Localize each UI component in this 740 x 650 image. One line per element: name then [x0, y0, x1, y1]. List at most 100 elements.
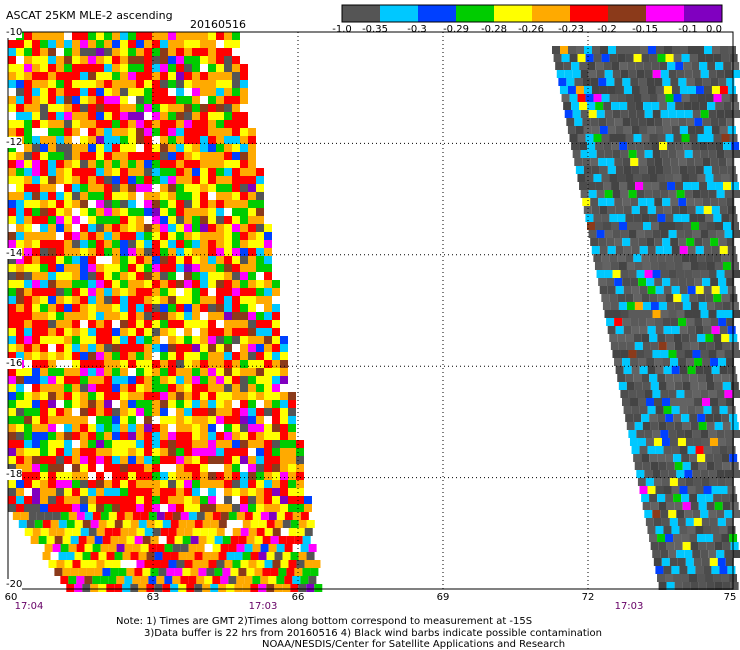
- data-cell: [703, 126, 712, 134]
- data-cell: [650, 262, 659, 270]
- data-cell: [56, 464, 64, 472]
- data-cell: [220, 576, 229, 584]
- data-cell: [609, 94, 618, 102]
- data-cell: [72, 120, 80, 128]
- data-cell: [646, 78, 655, 86]
- data-cell: [668, 70, 677, 78]
- data-cell: [16, 288, 24, 296]
- data-cell: [160, 248, 168, 256]
- data-cell: [184, 56, 192, 64]
- data-cell: [104, 344, 112, 352]
- data-cell: [128, 376, 136, 384]
- data-cell: [703, 166, 712, 174]
- data-cell: [232, 184, 240, 192]
- data-cell: [24, 480, 32, 488]
- data-cell: [144, 312, 152, 320]
- data-cell: [666, 502, 675, 510]
- data-cell: [8, 48, 16, 56]
- data-cell: [232, 88, 240, 96]
- data-cell: [706, 582, 715, 590]
- data-cell: [80, 200, 88, 208]
- data-cell: [176, 280, 184, 288]
- data-cell: [702, 398, 711, 406]
- data-cell: [144, 96, 152, 104]
- data-cell: [692, 390, 701, 398]
- data-cell: [598, 78, 607, 86]
- data-cell: [32, 56, 40, 64]
- data-cell: [200, 280, 208, 288]
- data-cell: [631, 406, 640, 414]
- data-cell: [232, 416, 240, 424]
- data-cell: [8, 216, 16, 224]
- data-cell: [571, 62, 580, 70]
- data-cell: [24, 176, 32, 184]
- data-cell: [689, 574, 698, 582]
- data-cell: [72, 144, 80, 152]
- data-cell: [144, 560, 153, 568]
- data-cell: [192, 168, 200, 176]
- data-cell: [184, 72, 192, 80]
- data-cell: [176, 376, 184, 384]
- data-cell: [612, 150, 621, 158]
- data-cell: [200, 336, 208, 344]
- data-cell: [128, 80, 136, 88]
- data-cell: [144, 456, 152, 464]
- data-cell: [662, 398, 671, 406]
- data-cell: [707, 182, 716, 190]
- data-cell: [681, 574, 690, 582]
- data-cell: [88, 432, 96, 440]
- data-cell: [76, 544, 85, 552]
- data-cell: [40, 304, 48, 312]
- data-cell: [168, 496, 176, 504]
- data-cell: [216, 336, 224, 344]
- data-cell: [627, 102, 636, 110]
- data-cell: [128, 152, 136, 160]
- data-cell: [176, 104, 184, 112]
- data-cell: [615, 86, 624, 94]
- data-cell: [144, 176, 152, 184]
- data-cell: [136, 448, 144, 456]
- data-cell: [24, 368, 32, 376]
- data-cell: [623, 86, 632, 94]
- data-cell: [264, 504, 272, 512]
- data-cell: [658, 502, 667, 510]
- data-cell: [54, 536, 63, 544]
- data-cell: [669, 478, 678, 486]
- data-cell: [226, 552, 235, 560]
- data-cell: [72, 328, 80, 336]
- data-cell: [224, 504, 232, 512]
- data-cell: [713, 174, 722, 182]
- data-cell: [684, 70, 693, 78]
- data-cell: [711, 206, 720, 214]
- data-cell: [705, 294, 714, 302]
- data-cell: [687, 566, 696, 574]
- data-cell: [144, 424, 152, 432]
- data-cell: [662, 78, 671, 86]
- data-cell: [258, 584, 267, 592]
- data-cell: [200, 352, 208, 360]
- data-cell: [80, 480, 88, 488]
- data-cell: [104, 336, 112, 344]
- data-cell: [649, 494, 658, 502]
- data-cell: [104, 440, 112, 448]
- data-cell: [144, 264, 152, 272]
- data-cell: [48, 216, 56, 224]
- data-cell: [216, 344, 224, 352]
- data-cell: [64, 112, 72, 120]
- data-cell: [224, 96, 232, 104]
- data-cell: [647, 206, 656, 214]
- data-cell: [122, 520, 131, 528]
- data-cell: [601, 54, 610, 62]
- data-cell: [80, 56, 88, 64]
- data-cell: [32, 288, 40, 296]
- data-cell: [40, 472, 48, 480]
- data-cell: [248, 400, 256, 408]
- data-cell: [80, 232, 88, 240]
- data-cell: [663, 126, 672, 134]
- data-cell: [681, 94, 690, 102]
- data-cell: [84, 576, 93, 584]
- data-cell: [702, 358, 711, 366]
- data-cell: [176, 112, 184, 120]
- data-cell: [272, 504, 280, 512]
- data-cell: [136, 392, 144, 400]
